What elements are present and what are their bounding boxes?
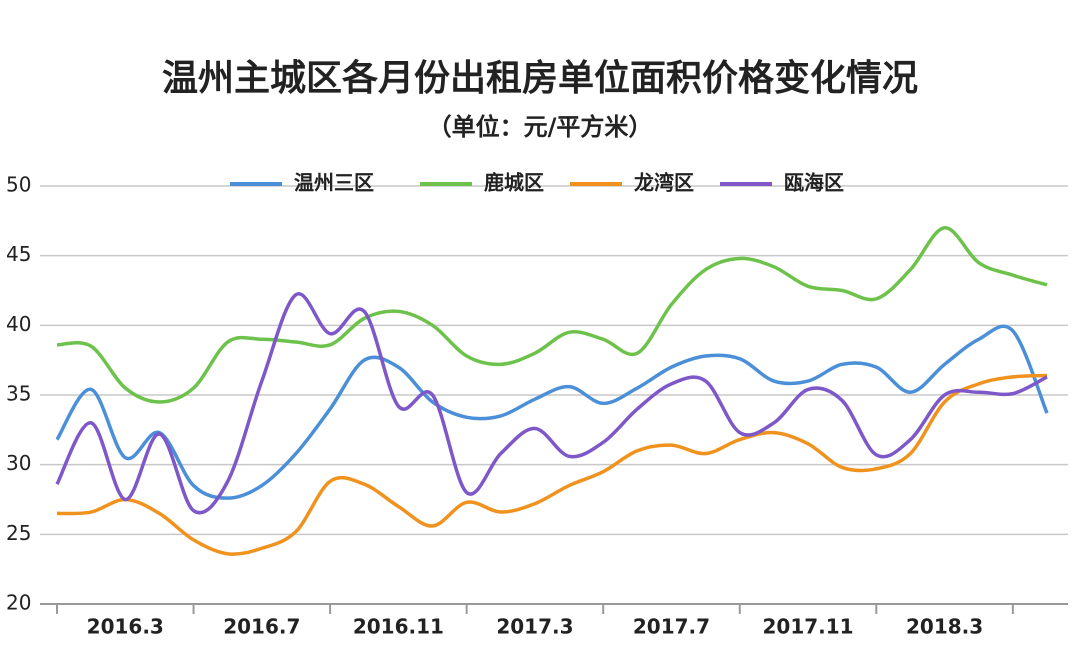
chart-title: 温州主城区各月份出租房单位面积价格变化情况 [162,57,918,99]
legend-label: 龙湾区 [634,171,694,195]
legend-label: 鹿城区 [484,171,544,195]
legend-label: 温州三区 [294,171,374,195]
x-tick-label: 2016.7 [223,615,300,639]
y-tick-label: 25 [6,521,31,545]
line-series [55,292,1048,515]
line-series [56,226,1048,404]
x-tick-label: 2018.3 [906,615,983,639]
line-series [55,324,1049,500]
x-tick-label: 2016.11 [353,615,444,639]
y-tick-label: 30 [6,451,31,475]
y-tick-label: 45 [6,242,31,266]
legend-label: 瓯海区 [784,171,844,195]
x-tick-label: 2016.3 [87,615,164,639]
x-tick-label: 2017.7 [633,615,710,639]
y-tick-label: 40 [6,312,31,336]
chart-subtitle: （单位：元/平方米） [428,113,653,141]
y-tick-label: 20 [6,591,31,615]
y-tick-label: 35 [6,382,31,406]
x-tick-label: 2017.11 [762,615,853,639]
x-tick-label: 2017.3 [496,615,573,639]
y-tick-label: 50 [6,173,31,197]
line-series [56,373,1048,556]
